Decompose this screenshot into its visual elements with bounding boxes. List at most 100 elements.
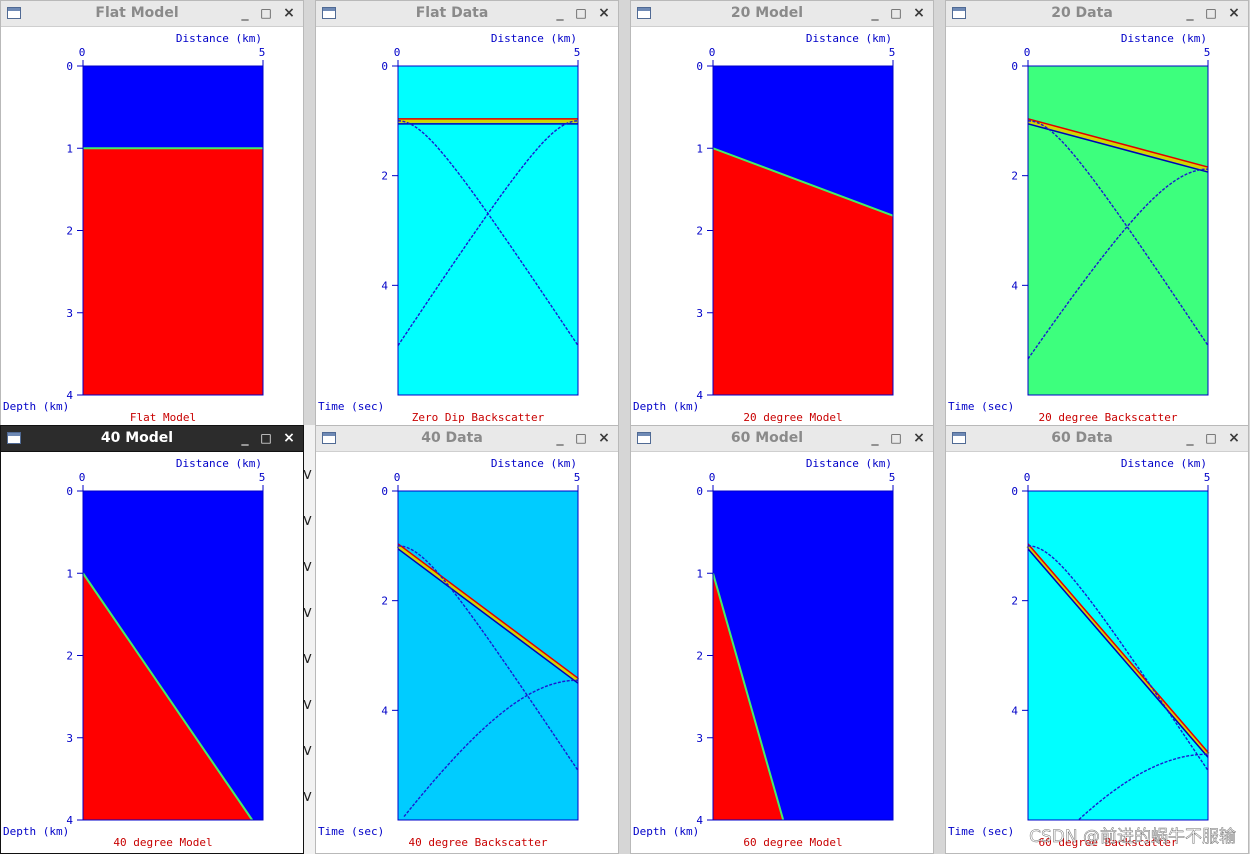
plot-window[interactable]: 40 Data _ □ × 0 5 0 2 4 Distance (km) Time (sec) 40… (315, 425, 619, 854)
minimize-button[interactable]: _ (556, 430, 564, 446)
window-menu-icon[interactable] (322, 7, 336, 19)
y-axis-label: Time (sec) (318, 825, 384, 838)
model-lower-layer (713, 573, 784, 820)
y-tick-label: 3 (66, 732, 73, 745)
reflection-event-trough (1027, 548, 1209, 758)
y-axis-label: Depth (km) (633, 400, 699, 413)
plot-canvas: 0 5 0 2 4 Distance (km) Time (sec) 20 degree Ba… (948, 32, 1210, 424)
background-window-strip (303, 425, 316, 854)
background-window-glyph: V (303, 562, 312, 574)
maximize-button[interactable]: □ (260, 6, 272, 20)
x-tick-label: 0 (394, 471, 401, 484)
window-titlebar[interactable]: 60 Data _ □ × (946, 426, 1248, 452)
background-window-glyph: V (303, 792, 312, 804)
plot-window[interactable]: 60 Data _ □ × 0 5 0 2 4 Distance (km) Time (sec) 60… (945, 425, 1249, 854)
minimize-button[interactable]: _ (871, 5, 879, 21)
y-axis-label: Time (sec) (948, 400, 1014, 413)
reflection-event-peak (1027, 118, 1209, 168)
window-menu-icon[interactable] (952, 7, 966, 19)
background-window-glyph: V (303, 516, 312, 528)
y-tick-label: 4 (696, 814, 703, 827)
close-button[interactable]: × (283, 5, 295, 21)
y-tick-label: 3 (696, 732, 703, 745)
y-tick-label: 1 (66, 142, 73, 155)
window-titlebar[interactable]: 40 Model _ □ × (1, 426, 303, 452)
close-button[interactable]: × (1228, 5, 1240, 21)
plot-canvas: 0 5 0 1 2 3 4 Distance (km) Depth (km) 60 degree … (633, 457, 895, 849)
data-background (398, 66, 578, 395)
x-tick-label: 0 (79, 46, 86, 59)
y-tick-label: 0 (1011, 485, 1018, 498)
maximize-button[interactable]: □ (575, 431, 587, 445)
maximize-button[interactable]: □ (1205, 6, 1217, 20)
maximize-button[interactable]: □ (260, 431, 272, 445)
plot-window[interactable]: 20 Data _ □ × 0 5 0 2 4 Distance (km) Time (sec) 20… (945, 0, 1249, 429)
window-titlebar[interactable]: 60 Model _ □ × (631, 426, 933, 452)
window-menu-icon[interactable] (7, 7, 21, 19)
x-tick-label: 5 (1204, 471, 1211, 484)
close-button[interactable]: × (283, 430, 295, 446)
reflection-event-peak (397, 543, 579, 679)
window-menu-icon[interactable] (637, 7, 651, 19)
window-menu-icon[interactable] (952, 432, 966, 444)
maximize-button[interactable]: □ (1205, 431, 1217, 445)
maximize-button[interactable]: □ (890, 6, 902, 20)
window-menu-icon[interactable] (637, 432, 651, 444)
plot-window[interactable]: Flat Data _ □ × 0 5 0 2 4 Distance (km) Time (sec)… (315, 0, 619, 429)
close-button[interactable]: × (598, 5, 610, 21)
window-title: 60 Data (1051, 430, 1113, 446)
plot-window[interactable]: 20 Model _ □ × 0 5 0 1 2 3 4 Distance (km) Depth (km… (630, 0, 934, 429)
close-button[interactable]: × (598, 430, 610, 446)
y-tick-label: 0 (381, 60, 388, 73)
model-interface (82, 572, 254, 821)
background-window-glyph: V (303, 470, 312, 482)
plot-canvas: 0 5 0 2 4 Distance (km) Time (sec) 40 degree Ba… (318, 457, 580, 849)
y-tick-label: 4 (66, 814, 73, 827)
x-axis-label: Distance (km) (491, 457, 577, 470)
x-axis-label: Distance (km) (806, 457, 892, 470)
y-tick-label: 0 (66, 60, 73, 73)
maximize-button[interactable]: □ (890, 431, 902, 445)
x-tick-label: 0 (709, 471, 716, 484)
window-menu-icon[interactable] (322, 432, 336, 444)
window-titlebar[interactable]: Flat Model _ □ × (1, 1, 303, 27)
plot-window[interactable]: 40 Model _ □ × 0 5 0 1 2 3 4 Distance (km) Depth (km… (0, 425, 304, 854)
minimize-button[interactable]: _ (556, 5, 564, 21)
minimize-button[interactable]: _ (1186, 430, 1194, 446)
plot-window[interactable]: Flat Model _ □ × 0 5 0 1 2 3 4 Distance (km) Depth (… (0, 0, 304, 429)
close-button[interactable]: × (1228, 430, 1240, 446)
x-tick-label: 0 (79, 471, 86, 484)
reflection-event (1027, 118, 1209, 172)
y-axis-label: Depth (km) (633, 825, 699, 838)
x-axis-label: Distance (km) (176, 457, 262, 470)
y-tick-label: 2 (696, 225, 703, 238)
window-titlebar[interactable]: 20 Data _ □ × (946, 1, 1248, 27)
maximize-button[interactable]: □ (575, 6, 587, 20)
y-axis-label: Time (sec) (318, 400, 384, 413)
plot-canvas: 0 5 0 1 2 3 4 Distance (km) Depth (km) 20 degree … (633, 32, 896, 424)
minimize-button[interactable]: _ (241, 5, 249, 21)
y-tick-label: 2 (66, 225, 73, 238)
window-titlebar[interactable]: Flat Data _ □ × (316, 1, 618, 27)
window-titlebar[interactable]: 20 Model _ □ × (631, 1, 933, 27)
plot-frame (1027, 65, 1209, 396)
x-tick-label: 5 (574, 46, 581, 59)
x-tick-label: 0 (1024, 471, 1031, 484)
minimize-button[interactable]: _ (871, 430, 879, 446)
plot-window[interactable]: 60 Model _ □ × 0 5 0 1 2 3 4 Distance (km) Depth (km… (630, 425, 934, 854)
y-tick-label: 0 (66, 485, 73, 498)
x-tick-label: 5 (259, 46, 266, 59)
plot-caption: 60 degree Backscatter (1038, 836, 1177, 849)
minimize-button[interactable]: _ (241, 430, 249, 446)
data-background (1028, 66, 1208, 395)
background-window-glyph: V (303, 654, 312, 666)
x-tick-label: 5 (889, 46, 896, 59)
minimize-button[interactable]: _ (1186, 5, 1194, 21)
window-title: 20 Data (1051, 5, 1113, 21)
y-tick-label: 2 (66, 650, 73, 663)
close-button[interactable]: × (913, 5, 925, 21)
window-menu-icon[interactable] (7, 432, 21, 444)
x-tick-label: 5 (259, 471, 266, 484)
close-button[interactable]: × (913, 430, 925, 446)
window-titlebar[interactable]: 40 Data _ □ × (316, 426, 618, 452)
